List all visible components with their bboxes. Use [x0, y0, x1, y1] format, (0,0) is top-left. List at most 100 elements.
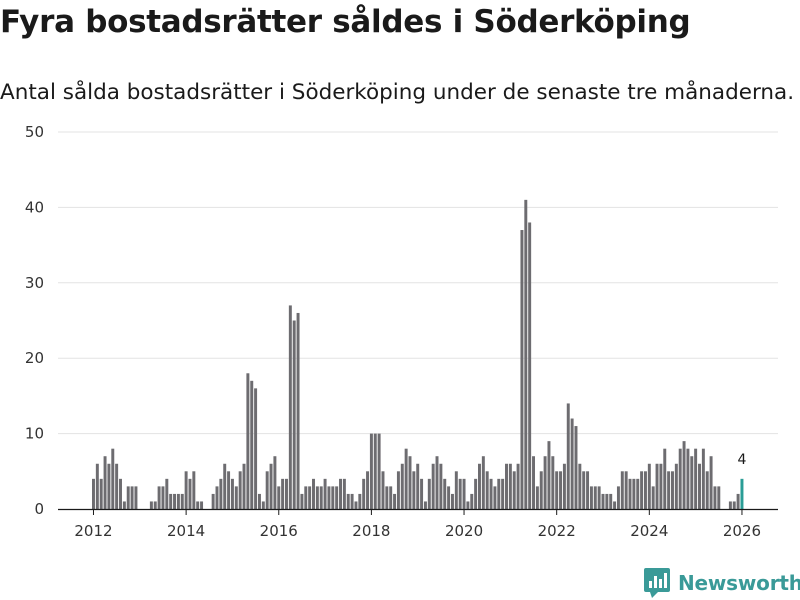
bar: [682, 441, 686, 509]
bar: [346, 493, 350, 509]
x-tick-label: 2024: [630, 522, 668, 540]
bar: [597, 486, 601, 509]
bar: [381, 471, 385, 509]
bar: [535, 486, 539, 509]
bar: [466, 501, 470, 509]
bar: [342, 478, 346, 509]
bar: [377, 433, 381, 509]
bar: [95, 463, 99, 509]
bar: [705, 471, 709, 509]
bar: [246, 373, 250, 509]
bar: [219, 478, 223, 509]
bar: [420, 478, 424, 509]
bar: [250, 380, 254, 509]
bar: [674, 463, 678, 509]
bar: [501, 478, 505, 509]
bar: [196, 501, 200, 509]
bar: [261, 501, 265, 509]
bar: [366, 471, 370, 509]
bar: [315, 486, 319, 509]
bar: [288, 305, 292, 509]
bar: [532, 456, 535, 509]
bar: [173, 493, 177, 509]
bar: [180, 493, 184, 509]
newsworthy-logo-text: Newsworthy: [678, 571, 800, 595]
y-tick-label: 10: [25, 425, 44, 443]
bar: [609, 493, 613, 509]
bar: [257, 493, 261, 509]
bar: [458, 478, 462, 509]
newsworthy-logo: Newsworthy: [644, 568, 800, 598]
bar: [335, 486, 339, 509]
bar: [115, 463, 119, 509]
bar: [551, 456, 555, 509]
bar: [427, 478, 431, 509]
bar: [582, 471, 586, 509]
bar: [497, 478, 501, 509]
chart-subtitle: Antal sålda bostadsrätter i Söderköping …: [0, 80, 795, 105]
bar: [134, 486, 138, 509]
bar: [126, 486, 130, 509]
bar: [678, 448, 682, 509]
bar: [732, 501, 736, 509]
bar: [362, 478, 366, 509]
bar: [543, 456, 547, 509]
bar: [300, 493, 304, 509]
bar: [423, 501, 427, 509]
bar: [238, 471, 242, 509]
bar: [671, 471, 674, 509]
bar: [655, 463, 659, 509]
bar: [709, 456, 713, 509]
bar: [694, 448, 698, 509]
bar: [304, 486, 308, 509]
bar: [269, 463, 273, 509]
bar: [369, 433, 373, 509]
bar: [574, 426, 578, 509]
bar: [339, 478, 342, 509]
bar: [92, 478, 95, 509]
bar: [520, 230, 524, 509]
bar: [589, 486, 593, 509]
bar: [643, 471, 647, 509]
bar: [281, 478, 285, 509]
bar: [227, 471, 231, 509]
bar: [736, 493, 740, 509]
bar: [570, 418, 574, 509]
bar: [119, 478, 122, 509]
bar: [323, 478, 327, 509]
bar: [443, 478, 447, 509]
bar: [613, 501, 617, 509]
bar: [215, 486, 219, 509]
bar: [624, 471, 628, 509]
bar: [416, 463, 420, 509]
bar: [169, 493, 173, 509]
bar: [211, 493, 215, 509]
bar: [358, 493, 362, 509]
bar: [713, 486, 717, 509]
bar: [485, 471, 489, 509]
bar: [389, 486, 393, 509]
bar: [111, 448, 115, 509]
bar: [188, 478, 192, 509]
bar: [153, 501, 157, 509]
bar: [165, 478, 169, 509]
bar: [107, 463, 111, 509]
bar: [385, 486, 389, 509]
chart-title: Fyra bostadsrätter såldes i Söderköping: [0, 4, 691, 40]
bar: [350, 493, 354, 509]
bar: [157, 486, 161, 509]
bar: [481, 456, 485, 509]
y-tick-label: 0: [34, 500, 44, 518]
bar: [512, 471, 516, 509]
bar: [450, 493, 454, 509]
bar: [319, 486, 323, 509]
bar: [539, 471, 543, 509]
bar: [516, 463, 520, 509]
bar: [454, 471, 458, 509]
bar: [296, 312, 300, 509]
bar: [647, 463, 651, 509]
bar: [223, 463, 227, 509]
bar: [149, 501, 153, 509]
bar: [547, 441, 551, 509]
bar: [373, 433, 377, 509]
